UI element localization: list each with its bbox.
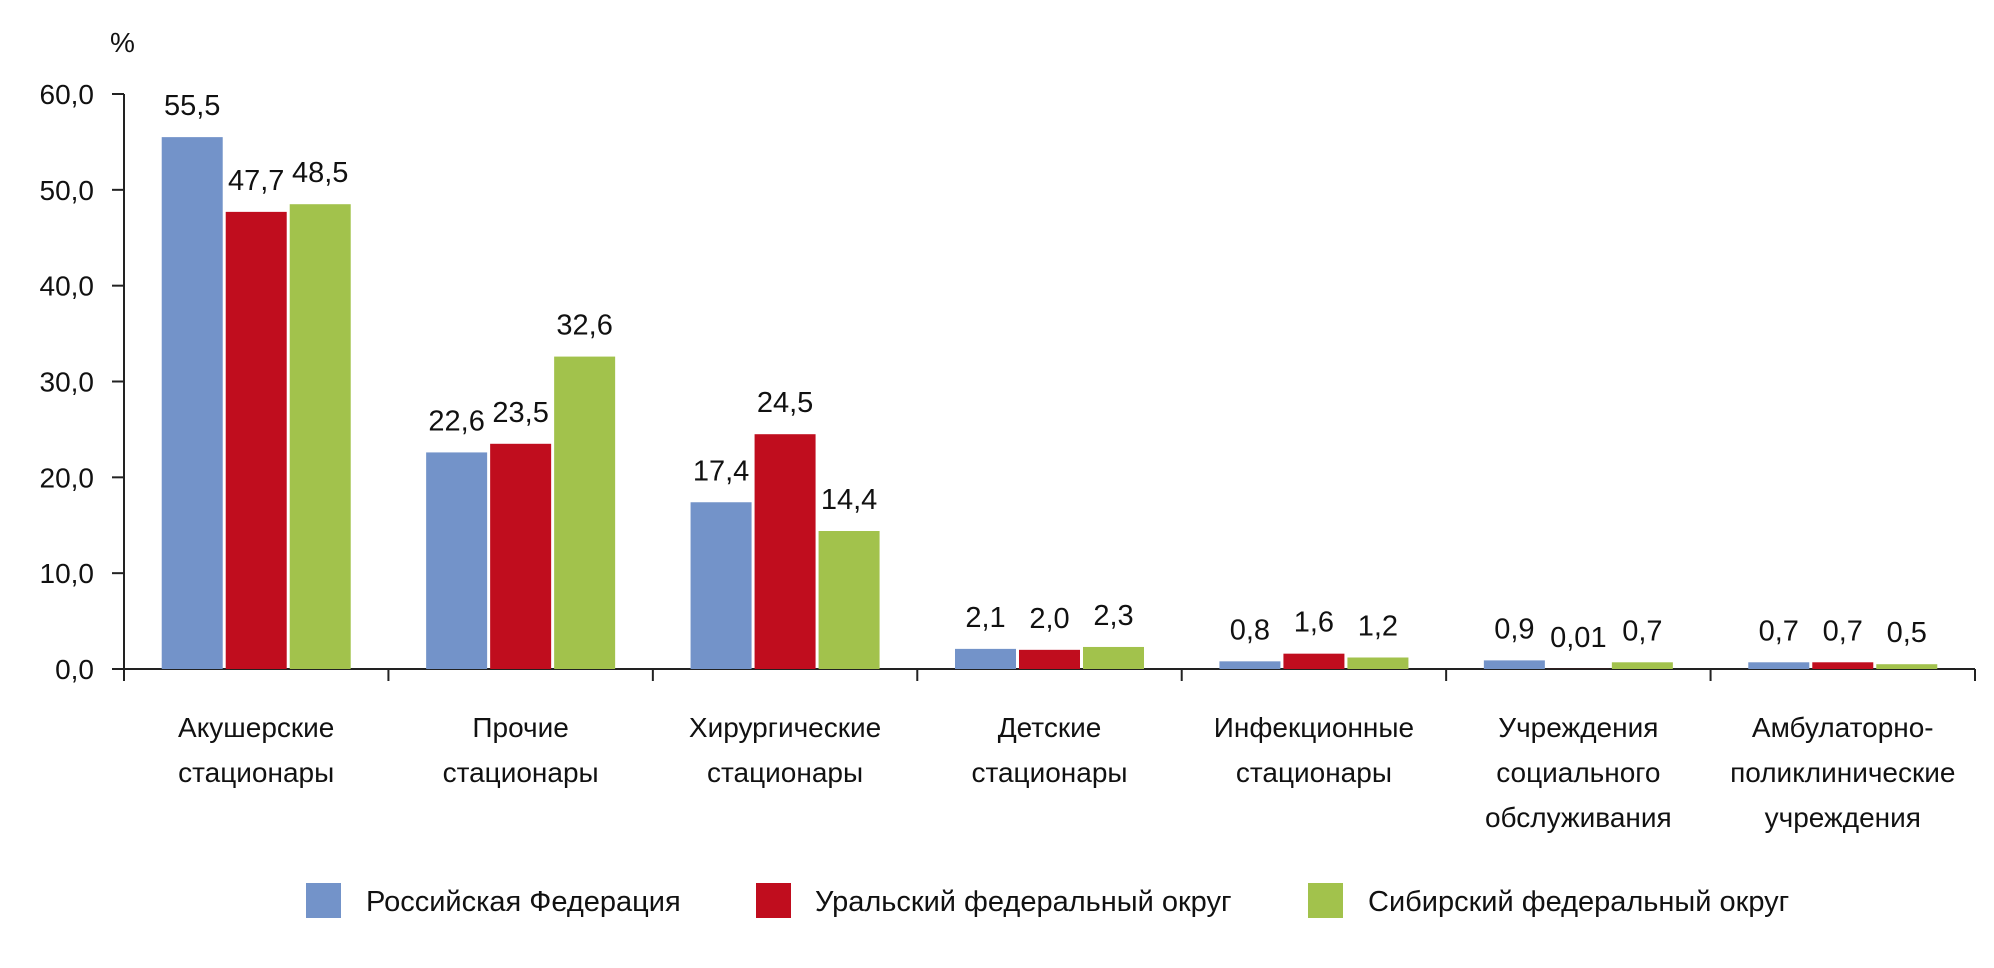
data-label-2-1: 47,7 bbox=[228, 165, 284, 197]
data-label-3-7: 0,5 bbox=[1887, 617, 1927, 649]
data-label-3-3: 14,4 bbox=[821, 484, 877, 516]
data-label-1-2: 22,6 bbox=[428, 405, 484, 437]
category-label: Детские bbox=[998, 712, 1102, 743]
bar-2-2 bbox=[490, 443, 552, 669]
legend: Российская Федерация Уральский федеральны… bbox=[306, 883, 1789, 918]
y-tick-label: 30,0 bbox=[40, 367, 95, 398]
category-label: Акушерские bbox=[178, 712, 334, 743]
data-label-2-6: 0,01 bbox=[1550, 622, 1606, 654]
legend-label-1: Российская Федерация bbox=[366, 886, 681, 918]
data-label-2-5: 1,6 bbox=[1294, 607, 1334, 639]
category-labels: Акушерские стационары Прочие стационары Хиру… bbox=[178, 712, 1955, 833]
category-label: Прочие bbox=[472, 712, 568, 743]
data-label-1-4: 2,1 bbox=[965, 602, 1005, 634]
bar-3-2 bbox=[554, 356, 616, 669]
category-label: стационары bbox=[971, 757, 1127, 788]
data-labels: 55,5 47,7 48,5 22,6 23,5 32,6 17,4 24,5 14,4 2,1 2… bbox=[164, 90, 1927, 654]
legend-label-2: Уральский федеральный округ bbox=[815, 886, 1232, 918]
bar-2-4 bbox=[1019, 649, 1080, 669]
category-label: стационары bbox=[707, 757, 863, 788]
data-label-1-5: 0,8 bbox=[1230, 614, 1270, 646]
data-label-1-1: 55,5 bbox=[164, 90, 220, 122]
data-label-3-2: 32,6 bbox=[556, 310, 612, 342]
category-label: поликлинические bbox=[1730, 757, 1955, 788]
data-label-3-6: 0,7 bbox=[1622, 615, 1662, 647]
bar-1-2 bbox=[426, 452, 488, 669]
category-label: Хирургические bbox=[689, 712, 881, 743]
bar-2-1 bbox=[225, 211, 287, 669]
bar-3-3 bbox=[818, 531, 880, 669]
bars bbox=[161, 137, 1938, 670]
data-label-1-3: 17,4 bbox=[693, 455, 749, 487]
y-tick-label: 50,0 bbox=[40, 175, 95, 206]
bar-1-3 bbox=[690, 502, 752, 669]
category-label: стационары bbox=[1236, 757, 1392, 788]
category-label: стационары bbox=[443, 757, 599, 788]
category-label: стационары bbox=[178, 757, 334, 788]
y-tick-label: 60,0 bbox=[40, 79, 95, 110]
bar-3-1 bbox=[289, 204, 351, 670]
data-label-3-4: 2,3 bbox=[1093, 600, 1133, 632]
bar-1-7 bbox=[1748, 662, 1810, 669]
category-label: Инфекционные bbox=[1214, 712, 1414, 743]
bar-2-5 bbox=[1283, 653, 1345, 669]
y-tick-label: 0,0 bbox=[55, 654, 94, 685]
bar-1-1 bbox=[161, 137, 223, 669]
data-label-2-4: 2,0 bbox=[1029, 603, 1069, 635]
data-label-3-1: 48,5 bbox=[292, 157, 348, 189]
category-label: Учреждения bbox=[1498, 712, 1658, 743]
y-tick-label: 40,0 bbox=[40, 271, 95, 302]
bar-3-6 bbox=[1611, 662, 1673, 669]
bar-1-4 bbox=[955, 648, 1016, 669]
bar-1-6 bbox=[1483, 660, 1545, 669]
category-label: учреждения bbox=[1765, 802, 1921, 833]
category-label: Амбулаторно- bbox=[1752, 712, 1934, 743]
legend-label-3: Сибирский федеральный округ bbox=[1368, 886, 1789, 918]
y-axis-unit-label: % bbox=[110, 27, 135, 58]
legend-swatch-3 bbox=[1308, 883, 1343, 918]
data-label-1-6: 0,9 bbox=[1494, 613, 1534, 645]
bar-3-4 bbox=[1083, 646, 1144, 669]
data-label-2-2: 23,5 bbox=[492, 397, 548, 429]
data-label-1-7: 0,7 bbox=[1759, 615, 1799, 647]
bar-1-5 bbox=[1219, 661, 1281, 669]
data-label-2-7: 0,7 bbox=[1823, 615, 1863, 647]
category-label: обслуживания bbox=[1485, 802, 1672, 833]
data-label-2-3: 24,5 bbox=[757, 387, 813, 419]
category-label: социального bbox=[1496, 757, 1660, 788]
bar-3-5 bbox=[1347, 657, 1409, 669]
bar-2-3 bbox=[754, 434, 816, 669]
data-label-3-5: 1,2 bbox=[1358, 611, 1398, 643]
legend-swatch-2 bbox=[756, 883, 791, 918]
bar-3-7 bbox=[1876, 664, 1938, 669]
legend-swatch-1 bbox=[306, 883, 341, 918]
y-tick-label: 20,0 bbox=[40, 462, 95, 493]
bar-2-7 bbox=[1812, 662, 1874, 669]
y-tick-label: 10,0 bbox=[40, 558, 95, 589]
